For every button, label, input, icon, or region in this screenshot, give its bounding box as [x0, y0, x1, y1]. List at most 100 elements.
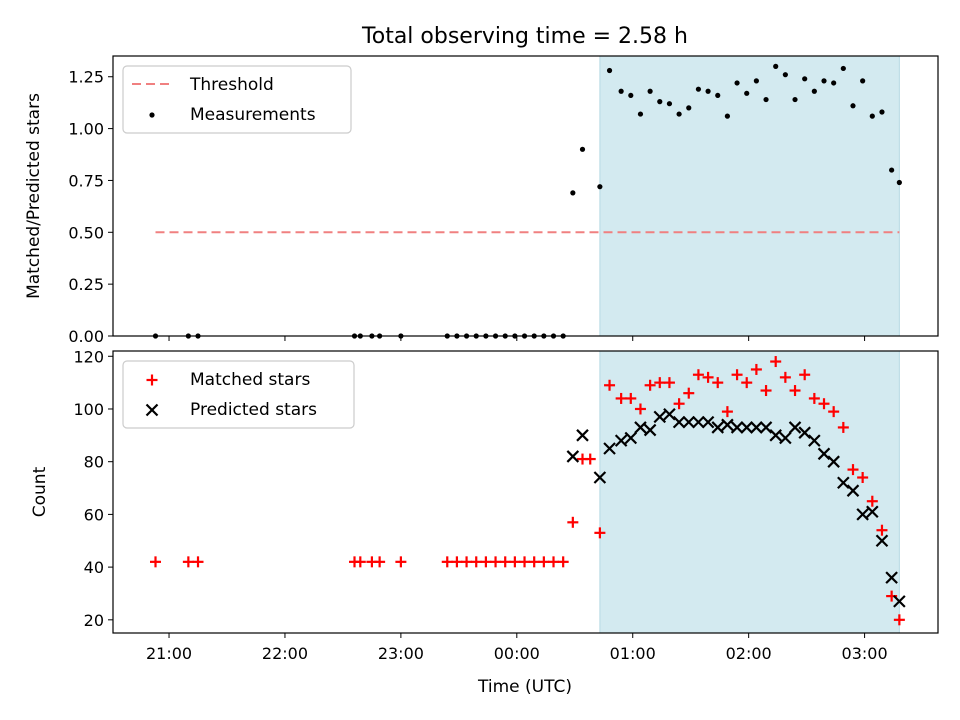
marker-stroke [750, 421, 763, 434]
marker-stroke [769, 429, 782, 442]
measurement-point [618, 88, 624, 94]
matched-star-point [828, 406, 840, 418]
predicted-star-point [593, 471, 607, 484]
bottom-plot-frame [112, 350, 939, 634]
marker-stroke [603, 442, 616, 455]
predicted-star-point [827, 455, 840, 468]
matched-star-point [866, 495, 878, 507]
x-axis-label: Time (UTC) [477, 677, 572, 697]
x-tick-label: 02:00 [726, 644, 772, 663]
predicted-star-point [750, 421, 763, 434]
legend-matched-label: Matched stars [190, 370, 310, 390]
top-legend-box [122, 65, 352, 134]
marker-stroke [875, 534, 889, 548]
legend-predicted-label: Predicted stars [190, 400, 317, 420]
matched-star-point [470, 556, 482, 568]
measurement-point [802, 76, 808, 82]
y-tick-label: 1.25 [68, 68, 104, 87]
top-y-axis-label: Matched/Predicted stars [24, 93, 44, 299]
predicted-star-point [692, 415, 705, 429]
predicted-star-point [711, 421, 725, 434]
marker-stroke [837, 476, 850, 490]
marker-stroke [653, 410, 667, 424]
matched-star-point [557, 556, 569, 568]
measurement-point [579, 146, 586, 152]
legend-plus-marker [146, 374, 158, 386]
predicted-star-point [653, 410, 667, 424]
matched-star-point [461, 556, 473, 568]
predicted-star-point [721, 418, 734, 432]
x-tick-label: 00:00 [494, 644, 540, 663]
y-tick-label: 40 [84, 558, 104, 577]
predicted-star-point [614, 434, 628, 447]
predicted-star-point [603, 442, 616, 455]
measurement-point [811, 88, 817, 94]
top-legend: Threshold Measurements [122, 65, 352, 134]
predicted-star-point [817, 447, 831, 461]
predicted-star-point [682, 415, 696, 429]
marker-stroke [740, 421, 754, 434]
y-tick-label: 1.00 [68, 120, 104, 139]
predicted-star-point [663, 407, 676, 421]
matched-star-point [893, 614, 905, 626]
y-tick-label: 0.50 [68, 223, 104, 242]
matched-star-point [451, 556, 463, 568]
bottom-legend-box [122, 360, 355, 429]
matched-star-point [604, 379, 616, 391]
predicted-star-point [730, 421, 744, 434]
predicted-star-point [856, 508, 869, 521]
matched-star-point [847, 464, 859, 476]
marker-stroke [798, 426, 811, 439]
bottom-panel: 20 40 60 80 100 120 21:00 22:00 23:00 00:00 01:00… [30, 347, 939, 697]
predicted-star-point [798, 426, 811, 439]
x-tick-label: 23:00 [378, 644, 424, 663]
predicted-star-point [788, 421, 802, 434]
measurement-point [676, 111, 682, 117]
marker-stroke [614, 434, 628, 447]
measurement-point [889, 167, 895, 173]
measurement-point [744, 90, 750, 96]
matched-star-point [644, 379, 656, 391]
measurement-point [686, 105, 692, 111]
measurement-point [715, 92, 721, 99]
marker-stroke [672, 415, 686, 429]
matched-star-point [750, 363, 762, 375]
marker-stroke [701, 415, 715, 429]
predicted-stars-points [566, 407, 906, 608]
matched-star-point [731, 369, 743, 381]
predicted-star-point [769, 429, 782, 442]
matched-star-point [395, 556, 407, 568]
matched-star-point [490, 556, 502, 568]
measurement-point [724, 113, 731, 119]
bottom-y-axis-label: Count [30, 466, 50, 517]
matched-star-point [663, 377, 675, 389]
predicted-star-point [866, 505, 879, 519]
matched-star-point [441, 556, 453, 568]
legend-measurement-swatch [149, 112, 155, 118]
y-tick-label: 60 [84, 505, 104, 524]
legend-x-marker [145, 403, 159, 417]
marker-stroke [634, 421, 647, 434]
marker-stroke [808, 434, 821, 447]
marker-stroke [663, 407, 676, 421]
marker-stroke [593, 471, 607, 484]
predicted-star-point [701, 415, 715, 429]
measurement-point [657, 99, 663, 105]
marker-stroke [788, 421, 802, 434]
marker-stroke [779, 431, 792, 445]
measurement-point [606, 67, 613, 74]
bottom-x-axis: 21:00 22:00 23:00 00:00 01:00 02:00 03:00 [146, 633, 888, 663]
matched-star-point [594, 527, 606, 539]
matched-star-point [837, 421, 849, 433]
matched-star-point [150, 556, 162, 568]
matched-star-point [779, 371, 791, 383]
matched-star-point [654, 377, 666, 389]
measurement-point [773, 63, 779, 69]
matched-star-point [692, 369, 704, 381]
y-tick-label: 120 [73, 347, 104, 366]
marker-stroke [692, 415, 705, 429]
matched-star-point [538, 556, 550, 568]
matched-star-point [712, 377, 724, 389]
predicted-star-point [624, 431, 638, 445]
